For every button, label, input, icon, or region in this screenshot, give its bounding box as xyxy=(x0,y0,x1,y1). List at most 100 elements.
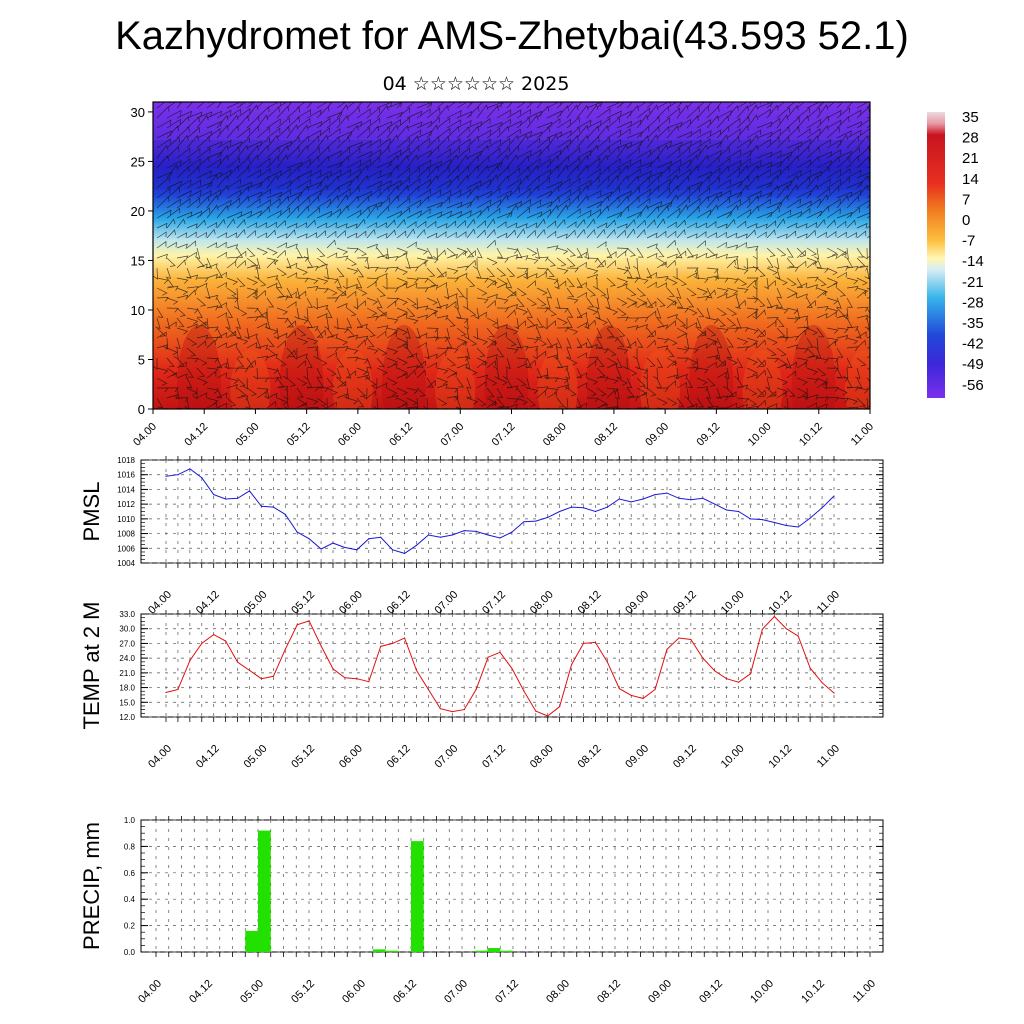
wind-barb xyxy=(506,200,523,209)
wind-barb xyxy=(426,107,441,119)
wind-barb xyxy=(506,109,522,119)
wind-barb xyxy=(196,207,210,219)
wind-barb xyxy=(726,357,738,366)
wind-barb xyxy=(366,357,372,369)
wind-barb xyxy=(436,367,449,375)
wind-barb xyxy=(366,277,379,283)
wind-barb xyxy=(856,102,869,109)
wind-barb xyxy=(846,277,859,285)
wind-barb xyxy=(206,326,219,332)
wind-barb xyxy=(266,337,275,348)
wind-barb xyxy=(166,218,176,229)
wind-barb xyxy=(516,247,523,259)
wind-barb xyxy=(186,158,201,169)
wind-barb xyxy=(596,137,610,149)
pmsl-point xyxy=(392,549,394,551)
wind-barb xyxy=(616,297,628,306)
wind-barb xyxy=(216,342,228,349)
wind-barb xyxy=(836,102,844,109)
wind-barb xyxy=(166,357,175,368)
wind-barb xyxy=(736,299,746,309)
pmsl-point xyxy=(487,534,489,536)
wind-barb xyxy=(276,367,282,379)
wind-barb xyxy=(486,377,498,386)
wind-barb xyxy=(456,165,470,179)
wind-barb xyxy=(276,219,287,229)
temp2m-point xyxy=(463,709,465,711)
wind-barb xyxy=(776,218,786,229)
wind-barb xyxy=(316,367,323,379)
wind-barb xyxy=(716,307,727,317)
wind-barb xyxy=(606,219,616,229)
wind-barb xyxy=(406,397,418,406)
wind-barb xyxy=(816,396,829,402)
pmsl-point xyxy=(654,493,656,496)
wind-barb xyxy=(846,109,862,119)
wind-barb xyxy=(246,116,260,129)
wind-barb xyxy=(706,129,722,139)
wind-barb xyxy=(216,102,223,109)
wind-barb xyxy=(666,347,675,358)
wind-barb xyxy=(786,170,802,179)
wind-barb xyxy=(376,160,392,169)
wind-barb xyxy=(666,107,681,119)
pmsl-point xyxy=(213,493,215,496)
wind-barb xyxy=(295,287,301,300)
wind-barb xyxy=(246,154,259,169)
wind-barb xyxy=(456,219,467,229)
wind-barb xyxy=(226,218,236,229)
wind-barb xyxy=(336,302,348,309)
wind-barb xyxy=(416,188,431,199)
wind-barb xyxy=(716,102,723,109)
pmsl-y-tick-label: 1012 xyxy=(117,500,135,509)
wind-barb xyxy=(316,210,333,219)
wind-barb xyxy=(526,345,539,351)
wind-barb xyxy=(286,229,296,239)
wind-barb xyxy=(496,194,509,209)
pmsl-x-tick-label: 10.00 xyxy=(719,589,747,617)
wind-barb xyxy=(746,279,756,289)
wind-barb xyxy=(592,277,598,290)
wind-barb xyxy=(676,247,683,259)
wind-barb xyxy=(446,267,459,275)
wind-barb xyxy=(686,297,695,308)
precip-x-tick-label: 11.00 xyxy=(851,978,878,1005)
wind-barb xyxy=(816,187,831,199)
wind-barb xyxy=(736,357,744,369)
wind-barb xyxy=(336,247,349,255)
wind-barb xyxy=(666,102,681,109)
wind-barb xyxy=(426,145,440,159)
wind-barb xyxy=(156,253,168,260)
pmsl-x-tick-label: 08.12 xyxy=(576,589,604,617)
wind-barb xyxy=(826,156,840,169)
wind-barb xyxy=(446,154,459,169)
wind-barb xyxy=(236,137,251,149)
wind-barb xyxy=(496,232,508,239)
wind-barb xyxy=(256,206,270,219)
wind-barb xyxy=(836,250,847,259)
colorbar-label: -49 xyxy=(962,356,984,373)
wind-barb xyxy=(856,314,869,321)
wind-barb xyxy=(666,380,677,389)
wind-barb xyxy=(405,327,411,340)
wind-barb xyxy=(506,167,521,179)
pmsl-frame xyxy=(140,459,884,564)
wind-barb xyxy=(526,131,543,139)
temp2m-point xyxy=(415,669,418,672)
wind-barb xyxy=(706,195,719,209)
wind-barb xyxy=(276,233,288,239)
wind-barb xyxy=(716,317,726,327)
wind-barb xyxy=(426,189,442,199)
wind-barb xyxy=(386,387,398,396)
wind-barb xyxy=(616,250,627,259)
wind-barb xyxy=(856,247,864,258)
wind-barb xyxy=(596,154,609,169)
wind-barb xyxy=(266,106,280,119)
wind-barb xyxy=(516,134,529,149)
wind-barb xyxy=(816,178,831,189)
wind-barb xyxy=(486,337,498,346)
temp2m-point xyxy=(726,678,728,680)
wind-barb xyxy=(686,128,701,139)
wind-barb xyxy=(256,307,264,318)
wind-barb xyxy=(326,186,340,199)
